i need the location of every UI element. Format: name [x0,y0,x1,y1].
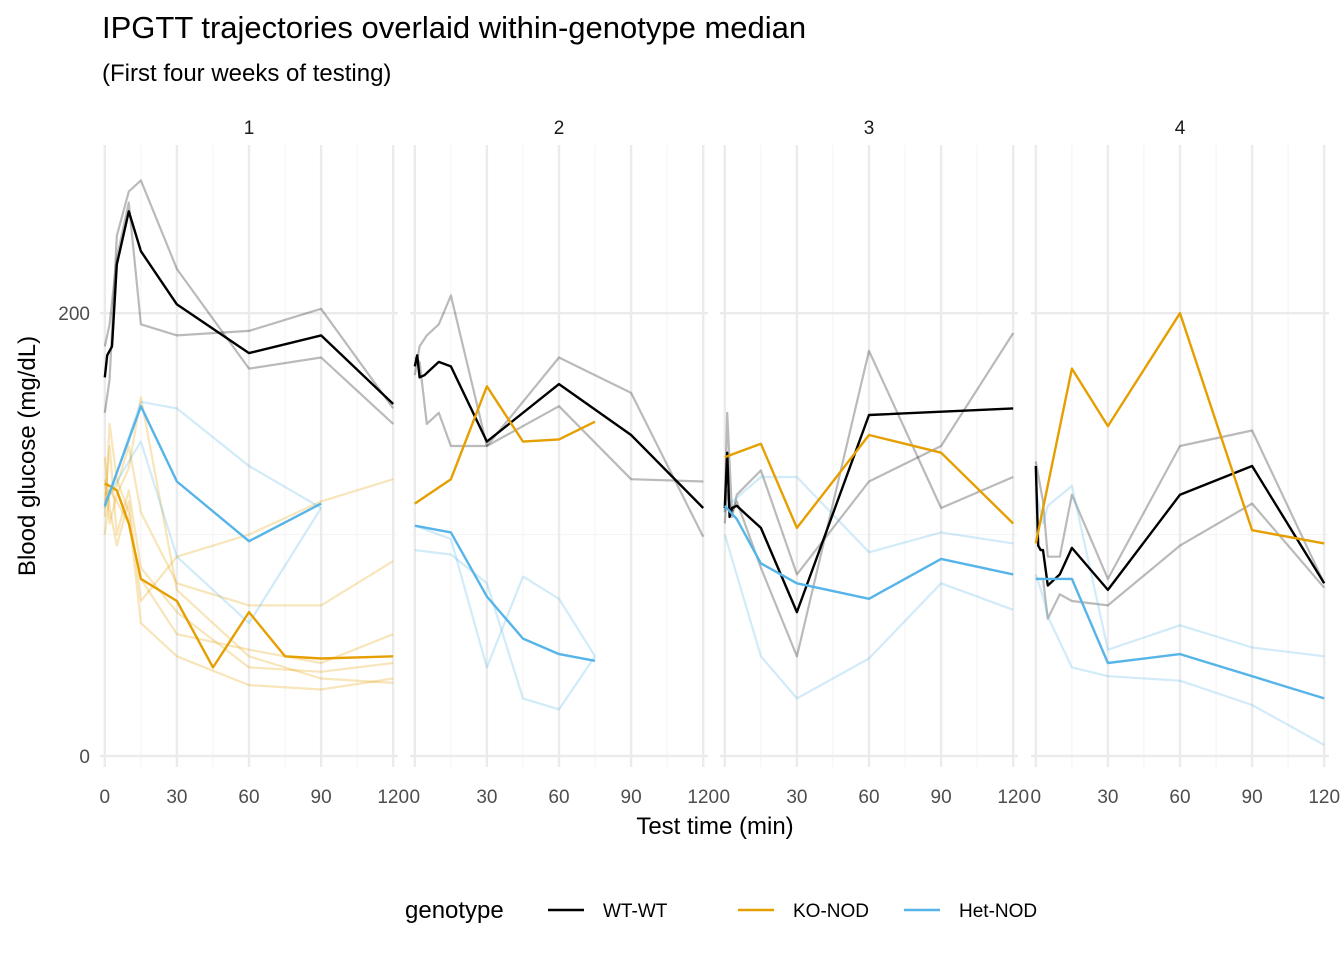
chart-subtitle: (First four weeks of testing) [102,60,392,87]
median-line-het-nod [103,405,322,543]
individual-trajectory-ko-nod [103,456,394,603]
individual-trajectory-het-nod [414,524,596,669]
individual-trajectory-wt-wt [723,349,1014,658]
individual-trajectory-ko-nod [103,422,394,691]
legend-label: KO-NOD [793,901,869,922]
median-line-ko-nod [414,385,596,505]
median-line-wt-wt [413,354,705,509]
x-tick-label: 0 [100,787,111,808]
individual-trajectory-het-nod [103,440,323,625]
x-tick-label: 90 [621,787,642,808]
median-line-wt-wt [1034,464,1326,592]
x-tick-label: 60 [858,787,879,808]
facet-strip-label: 4 [1175,118,1186,139]
x-tick-label: 120 [997,787,1029,808]
median-line-ko-nod [724,433,1015,530]
individual-trajectory-ko-nod [103,444,394,673]
x-tick-label: 0 [1031,787,1042,808]
facet-panel-1: 1 0 30 60 90 120 [100,118,410,808]
facet-panel-4: 4 0 30 60 90 120 [1031,118,1341,808]
individual-trajectory-wt-wt [103,201,395,410]
facet-panel-2: 2 0 30 60 90 120 [410,118,720,808]
x-tick-label: 30 [476,787,497,808]
median-line-het-nod [414,524,596,662]
x-tick-label: 90 [311,787,332,808]
legend-item-ko-nod: KO-NOD [738,901,869,922]
x-tick-label: 30 [1097,787,1118,808]
y-tick-label: 200 [58,304,90,325]
x-tick-label: 120 [1308,787,1340,808]
median-line-wt-wt [723,407,1014,614]
legend: genotype WT-WT KO-NOD Het-NOD [405,897,1037,924]
y-axis-title: Blood glucose (mg/dL) [14,336,41,576]
x-axis-title: Test time (min) [636,813,793,840]
y-tick-label: 0 [79,747,90,768]
x-tick-label: 0 [410,787,421,808]
x-tick-label: 120 [377,787,409,808]
individual-trajectory-ko-nod [103,396,394,684]
median-line-ko-nod [104,482,394,669]
legend-label: WT-WT [603,901,668,922]
x-tick-label: 90 [1242,787,1263,808]
median-line-het-nod [1035,577,1325,700]
x-tick-label: 60 [548,787,569,808]
individual-trajectory-wt-wt [1034,429,1326,584]
legend-title: genotype [405,897,504,924]
x-tick-label: 60 [1169,787,1190,808]
x-tick-label: 90 [931,787,952,808]
individual-trajectory-wt-wt [1035,502,1326,620]
individual-trajectory-wt-wt [414,356,705,538]
facet-panel-3: 30 30 60 90 120 [720,118,1030,808]
legend-item-het-nod: Het-NOD [904,901,1037,922]
median-line-het-nod [723,504,1014,600]
x-tick-label: 30 [786,787,807,808]
individual-trajectory-wt-wt [413,294,704,483]
x-tick-label: 60 [238,787,259,808]
individual-trajectory-het-nod [1034,574,1325,746]
x-tick-label: 30 [166,787,187,808]
chart-title: IPGTT trajectories overlaid within-genot… [102,10,807,45]
facet-strip-label: 3 [864,118,875,139]
individual-trajectory-het-nod [414,549,596,711]
median-line-wt-wt [103,210,395,405]
x-tick-label: 120 [687,787,719,808]
legend-item-wt-wt: WT-WT [548,901,668,922]
individual-trajectory-het-nod [723,534,1014,700]
individual-trajectory-ko-nod [103,444,394,607]
x-tick-label: 0 [720,787,731,808]
median-line-ko-nod [1034,312,1325,545]
legend-label: Het-NOD [959,901,1037,922]
facet-strip-label: 2 [554,118,565,139]
facet-strip-label: 1 [244,118,255,139]
